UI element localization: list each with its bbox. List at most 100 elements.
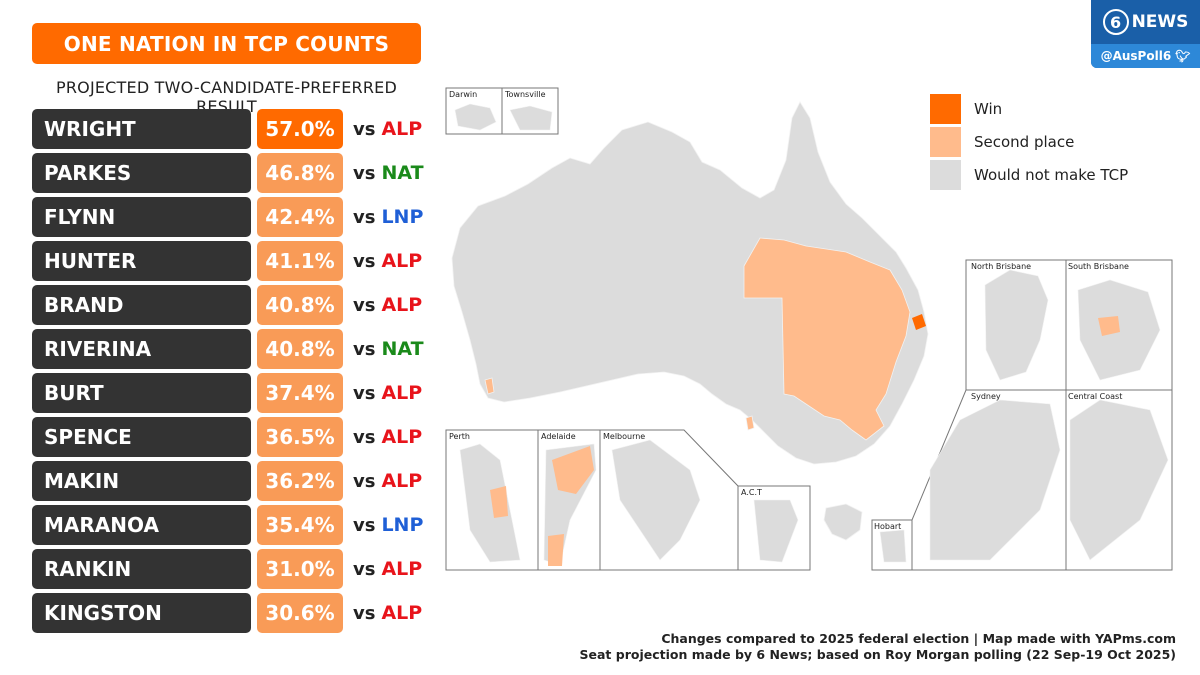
vs-word: vs — [353, 162, 376, 184]
brand-logo: 6 — [1102, 9, 1129, 35]
tcp-percent: 41.1% — [257, 241, 343, 281]
legend-swatch — [930, 160, 961, 190]
tcp-percent: 40.8% — [257, 285, 343, 325]
opponent-party: ALP — [381, 118, 423, 140]
opponent-label: vs ALP — [353, 593, 422, 633]
result-row: SPENCE 36.5% vs ALP — [32, 417, 432, 457]
result-row: BURT 37.4% vs ALP — [32, 373, 432, 413]
opponent-party: ALP — [381, 602, 423, 624]
wright-seat — [912, 314, 926, 330]
legend-item: Second place — [930, 127, 1074, 157]
tcp-percent: 36.2% — [257, 461, 343, 501]
vs-word: vs — [353, 338, 376, 360]
opponent-label: vs ALP — [353, 241, 422, 281]
opponent-party: ALP — [381, 250, 423, 272]
tasmania — [823, 503, 863, 541]
tcp-percent: 36.5% — [257, 417, 343, 457]
opponent-label: vs ALP — [353, 373, 422, 413]
seat-name: RANKIN — [32, 549, 251, 589]
tcp-percent: 31.0% — [257, 549, 343, 589]
opponent-label: vs LNP — [353, 505, 423, 545]
opponent-party: NAT — [381, 338, 424, 360]
legend-item: Win — [930, 94, 1002, 124]
vs-word: vs — [353, 426, 376, 448]
tcp-percent: 57.0% — [257, 109, 343, 149]
svg-text:Sydney: Sydney — [971, 392, 1001, 401]
seat-name: MARANOA — [32, 505, 251, 545]
tcp-percent: 40.8% — [257, 329, 343, 369]
result-row: WRIGHT 57.0% vs ALP — [32, 109, 432, 149]
tcp-percent: 30.6% — [257, 593, 343, 633]
footer-line-1: Changes compared to 2025 federal electio… — [661, 631, 1176, 646]
seat-name: PARKES — [32, 153, 251, 193]
seat-name: BRAND — [32, 285, 251, 325]
vs-word: vs — [353, 118, 376, 140]
svg-text:Melbourne: Melbourne — [603, 432, 645, 441]
opponent-party: ALP — [381, 426, 423, 448]
result-row: RANKIN 31.0% vs ALP — [32, 549, 432, 589]
seat-name: MAKIN — [32, 461, 251, 501]
twitter-bird-icon: 🐦︎ — [1175, 49, 1191, 63]
brand-handle: @AusPoll6 — [1100, 49, 1172, 63]
seat-name: BURT — [32, 373, 251, 413]
svg-text:A.C.T: A.C.T — [741, 488, 762, 497]
seat-name: FLYNN — [32, 197, 251, 237]
vs-word: vs — [353, 514, 376, 536]
vs-word: vs — [353, 558, 376, 580]
legend-swatch — [930, 127, 961, 157]
opponent-party: ALP — [381, 294, 423, 316]
seat-name: HUNTER — [32, 241, 251, 281]
vs-word: vs — [353, 602, 376, 624]
seat-name: SPENCE — [32, 417, 251, 457]
opponent-label: vs ALP — [353, 285, 422, 325]
result-row: FLYNN 42.4% vs LNP — [32, 197, 432, 237]
vs-word: vs — [353, 294, 376, 316]
svg-text:Adelaide: Adelaide — [541, 432, 576, 441]
legend-swatch — [930, 94, 961, 124]
opponent-party: NAT — [381, 162, 424, 184]
result-row: MARANOA 35.4% vs LNP — [32, 505, 432, 545]
vs-word: vs — [353, 250, 376, 272]
tcp-percent: 37.4% — [257, 373, 343, 413]
brand-perth-region — [484, 377, 495, 395]
opponent-party: ALP — [381, 558, 423, 580]
vs-word: vs — [353, 382, 376, 404]
result-row: BRAND 40.8% vs ALP — [32, 285, 432, 325]
opponent-party: LNP — [381, 514, 424, 536]
opponent-party: ALP — [381, 382, 423, 404]
footer-line-2: Seat projection made by 6 News; based on… — [579, 647, 1176, 662]
seat-name: RIVERINA — [32, 329, 251, 369]
svg-text:South Brisbane: South Brisbane — [1068, 262, 1129, 271]
brand-badge: 6 NEWS @AusPoll6 🐦︎ — [1091, 0, 1200, 68]
vs-word: vs — [353, 470, 376, 492]
page-title: ONE NATION IN TCP COUNTS — [32, 23, 421, 64]
svg-text:North Brisbane: North Brisbane — [971, 262, 1031, 271]
maranoa-flynn-region — [743, 237, 911, 441]
opponent-label: vs NAT — [353, 153, 424, 193]
opponent-party: LNP — [381, 206, 424, 228]
legend-label: Win — [974, 100, 1003, 118]
svg-text:Townsville: Townsville — [504, 90, 546, 99]
opponent-party: ALP — [381, 470, 423, 492]
footer-notes: Changes compared to 2025 federal electio… — [580, 631, 1176, 663]
legend-label: Second place — [974, 133, 1075, 151]
opponent-label: vs LNP — [353, 197, 423, 237]
result-row: KINGSTON 30.6% vs ALP — [32, 593, 432, 633]
tcp-percent: 35.4% — [257, 505, 343, 545]
brand-name: NEWS — [1131, 12, 1189, 32]
svg-text:Darwin: Darwin — [449, 90, 477, 99]
kingston-region — [745, 415, 755, 431]
svg-text:Hobart: Hobart — [874, 522, 901, 531]
seat-name: WRIGHT — [32, 109, 251, 149]
result-row: HUNTER 41.1% vs ALP — [32, 241, 432, 281]
result-row: RIVERINA 40.8% vs NAT — [32, 329, 432, 369]
vs-word: vs — [353, 206, 376, 228]
opponent-label: vs ALP — [353, 549, 422, 589]
svg-text:Perth: Perth — [449, 432, 470, 441]
legend-item: Would not make TCP — [930, 160, 1128, 190]
result-row: MAKIN 36.2% vs ALP — [32, 461, 432, 501]
tcp-percent: 42.4% — [257, 197, 343, 237]
opponent-label: vs ALP — [353, 417, 422, 457]
legend-label: Would not make TCP — [974, 166, 1129, 184]
